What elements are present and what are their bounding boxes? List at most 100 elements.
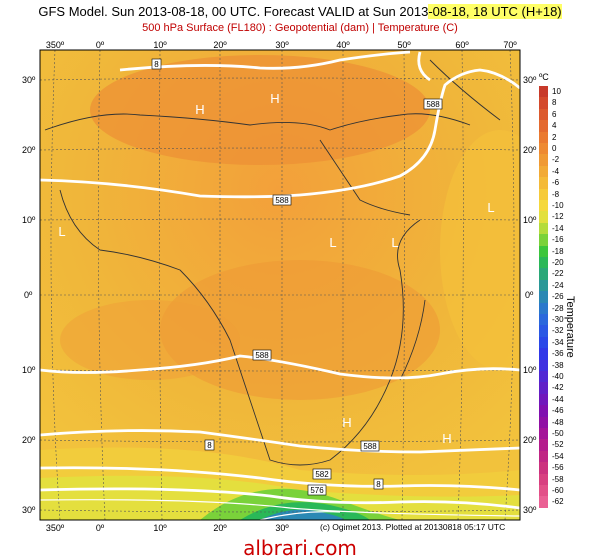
colorbar-swatch [539,177,548,189]
colorbar-tick-label: 0 [552,144,557,153]
cool-region-east [440,130,520,370]
contour-label: 8 [376,480,381,489]
lat-label-right: 20º [523,435,537,445]
colorbar-tick-label: -58 [552,474,564,484]
title-main: GFS Model. Sun 2013-08-18, 00 UTC. Forec… [38,4,429,19]
colorbar-swatch [539,86,548,98]
lon-label-bottom: 20º [213,523,227,533]
colorbar-tick-label: -20 [552,258,564,267]
colorbar-tick-label: -50 [552,429,564,438]
lon-label-top: 0º [95,40,105,50]
colorbar-swatch [539,314,548,326]
colorbar-tick-label: -14 [552,223,564,233]
colorbar-tick-label: 2 [552,132,557,142]
colorbar-swatch [539,291,548,303]
contour-label: 8 [207,441,212,450]
colorbar-swatch [539,143,548,155]
colorbar-tick-label: -46 [552,406,564,416]
lat-label-right: 20º [523,145,537,155]
lon-label-top: 20º [213,40,227,50]
colorbar-swatch [539,257,548,269]
colorbar-swatch [539,188,548,200]
colorbar-tick-label: 4 [552,121,557,131]
colorbar-swatch [539,371,548,383]
contour-thin [40,499,520,520]
lat-label-right: 30º [523,505,537,515]
colorbar-tick-label: -60 [552,486,564,495]
pressure-center-label: H [342,415,351,430]
colorbar-tick-label: -52 [552,440,564,450]
colorbar-swatch [539,496,548,508]
contour-label: 576 [310,486,324,495]
colorbar-swatch [539,439,548,451]
colorbar-swatch [539,245,548,257]
colorbar-swatch [539,154,548,166]
lat-label-right: 10º [523,215,537,225]
colorbar-tick-label: -12 [552,212,564,222]
colorbar-swatch [539,325,548,337]
lat-label-left: 30º [22,75,36,85]
lat-label-left: 20º [22,145,36,155]
colorbar-tick-label: -40 [552,372,564,381]
lat-label-left: 10º [22,215,36,225]
lon-label-bottom: 30º [275,523,289,533]
colorbar-tick-label: -62 [552,497,564,507]
colorbar-swatch [539,302,548,314]
pressure-center-label: L [58,224,65,239]
graticule [40,50,520,520]
colorbar-tick-label: -22 [552,269,564,279]
map-subtitle: 500 hPa Surface (FL180) : Geopotential (… [142,22,458,34]
pressure-center-label: H [195,102,204,117]
colorbar-swatch [539,416,548,428]
colorbar-tick-label: -18 [552,246,564,256]
lon-label-top: 50º [397,40,411,50]
lon-label-top: 70º [503,40,517,50]
colorbar-tick-label: -32 [552,326,564,336]
contour-label: 588 [363,442,377,451]
lon-label-top: 40º [336,40,350,50]
colorbar-swatch [539,393,548,406]
colorbar-tick-label: -56 [552,463,564,473]
pressure-center-label: L [487,200,494,215]
colorbar-tick-label: -2 [552,155,560,165]
colorbar-tick-label: -30 [552,315,564,324]
colorbar-tick-label: -54 [552,451,564,461]
colorbar-swatch [539,108,548,121]
colorbar-swatch [539,268,548,280]
colorbar-tick-label: 6 [552,109,557,119]
colorbar-tick-label: -6 [552,178,560,188]
colorbar-swatch [539,120,548,132]
colorbar-swatch [539,450,548,463]
lat-label-right: 30º [523,75,537,85]
colorbar-tick-label: -16 [552,235,564,245]
colorbar-swatch [539,234,548,246]
colorbar-unit: ºC [539,72,549,82]
lat-label-right: 10º [523,365,537,375]
colorbar-swatch [539,405,548,417]
contour-label: 588 [275,196,289,205]
colorbar-tick-label: -8 [552,189,560,199]
contour-label-boxes [151,58,443,496]
colorbar-tick-label: -34 [552,337,564,347]
lat-label-left: 0º [24,290,33,300]
colorbar-tick-label: -44 [552,394,564,404]
colorbar-swatch [539,97,548,109]
cold-pool-blue [260,509,345,520]
lon-label-bottom: 10º [153,523,167,533]
contour-label: 588 [426,100,440,109]
colorbar-tick-label: -48 [552,417,564,427]
lon-label-bottom: 350º [45,523,65,533]
map-frame [39,49,521,521]
lat-label-left: 20º [22,435,36,445]
watermark: albrari.com [243,536,357,560]
warm-region-north [90,55,430,165]
colorbar-tick-label: 8 [552,98,557,108]
colorbar-swatch [539,279,548,292]
colorbar-swatch [539,200,548,212]
colorbar-swatch [539,348,548,360]
colorbar-tick-label: -4 [552,166,560,176]
colorbar-swatch [539,428,548,440]
lon-label-top: 60º [455,40,469,50]
pressure-center-label: L [329,235,336,250]
